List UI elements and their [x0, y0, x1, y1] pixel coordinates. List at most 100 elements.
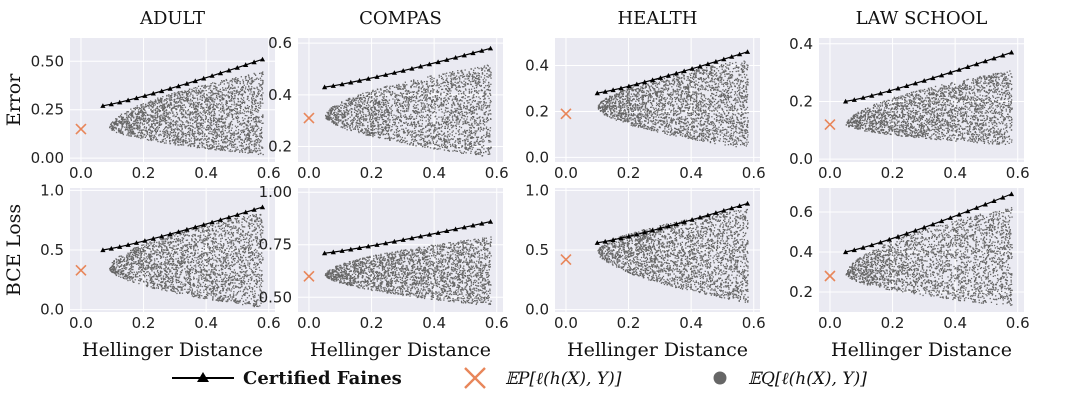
scatter-point: [132, 128, 134, 130]
scatter-point: [259, 132, 261, 135]
scatter-point: [220, 115, 223, 117]
scatter-point: [401, 124, 403, 127]
scatter-point: [167, 121, 169, 124]
scatter-point: [393, 124, 395, 126]
scatter-point: [255, 144, 257, 146]
scatter-point: [462, 131, 464, 133]
scatter-point: [432, 135, 435, 138]
scatter-point: [172, 111, 174, 113]
scatter-point: [205, 111, 207, 113]
scatter-point: [445, 144, 447, 146]
scatter-point: [239, 104, 242, 106]
scatter-point: [231, 96, 234, 98]
scatter-point: [436, 83, 438, 85]
scatter-point: [409, 117, 411, 119]
scatter-point: [198, 102, 200, 104]
scatter-point: [186, 95, 188, 97]
scatter-point: [196, 94, 198, 96]
scatter-point: [204, 87, 206, 89]
scatter-point: [441, 102, 443, 104]
scatter-point: [457, 141, 459, 143]
scatter-point: [135, 113, 137, 116]
scatter-point: [482, 120, 484, 122]
scatter-point: [384, 120, 386, 122]
scatter-point: [370, 126, 372, 128]
scatter-point: [219, 83, 222, 85]
scatter-point: [435, 103, 437, 105]
scatter-point: [334, 111, 336, 113]
scatter-point: [353, 100, 355, 102]
scatter-point: [170, 128, 172, 130]
scatter-point: [483, 65, 486, 67]
scatter-point: [254, 79, 256, 81]
scatter-point: [457, 111, 459, 113]
scatter-point: [211, 139, 214, 141]
scatter-point: [195, 117, 197, 119]
scatter-point: [366, 95, 369, 97]
scatter-point: [244, 114, 246, 117]
scatter-point: [190, 92, 192, 94]
scatter-point: [159, 130, 161, 132]
scatter-point: [351, 123, 353, 125]
scatter-point: [239, 101, 241, 103]
scatter-point: [385, 124, 387, 126]
scatter-point: [471, 145, 473, 147]
scatter-point: [462, 121, 464, 123]
scatter-point: [344, 113, 346, 115]
scatter-point: [206, 98, 208, 100]
scatter-point: [228, 86, 230, 88]
scatter-point: [172, 128, 175, 131]
scatter-point: [141, 104, 143, 106]
scatter-point: [179, 104, 181, 107]
scatter-point: [451, 83, 453, 86]
scatter-point: [226, 79, 228, 82]
scatter-point: [257, 117, 260, 119]
scatter-point: [489, 75, 491, 78]
scatter-point: [370, 132, 372, 134]
scatter-point: [259, 135, 261, 137]
scatter-point: [237, 78, 239, 80]
scatter-point: [111, 122, 113, 124]
scatter-point: [197, 145, 199, 147]
scatter-point: [234, 90, 236, 92]
scatter-point: [172, 112, 174, 114]
scatter-point: [122, 116, 124, 118]
scatter-point: [134, 112, 136, 114]
scatter-point: [405, 105, 407, 107]
scatter-point: [257, 88, 259, 91]
scatter-point: [402, 131, 405, 133]
scatter-point: [423, 103, 426, 105]
scatter-point: [379, 124, 381, 126]
scatter-point: [220, 135, 223, 137]
scatter-point: [222, 118, 224, 120]
scatter-point: [230, 137, 232, 139]
scatter-point: [229, 137, 231, 139]
scatter-point: [198, 125, 200, 128]
scatter-point: [140, 133, 142, 135]
scatter-point: [240, 130, 242, 132]
scatter-point: [359, 105, 361, 107]
scatter-point: [242, 147, 244, 149]
scatter-point: [480, 109, 482, 111]
scatter-point: [162, 120, 164, 122]
scatter-point: [166, 136, 168, 138]
scatter-point: [405, 93, 407, 95]
scatter-point: [396, 110, 398, 112]
scatter-point: [382, 114, 384, 116]
scatter-point: [448, 75, 450, 77]
scatter-point: [341, 114, 343, 117]
scatter-point: [153, 137, 155, 139]
scatter-point: [462, 76, 464, 78]
scatter-point: [458, 72, 460, 74]
scatter-point: [448, 150, 450, 152]
scatter-point: [233, 100, 235, 102]
scatter-point: [130, 133, 132, 135]
scatter-point: [336, 119, 338, 121]
scatter-point: [229, 110, 231, 112]
scatter-point: [234, 149, 236, 152]
scatter-point: [159, 99, 161, 101]
scatter-point: [150, 116, 152, 118]
scatter-point: [167, 124, 169, 126]
scatter-point: [145, 128, 147, 130]
scatter-point: [160, 97, 162, 99]
